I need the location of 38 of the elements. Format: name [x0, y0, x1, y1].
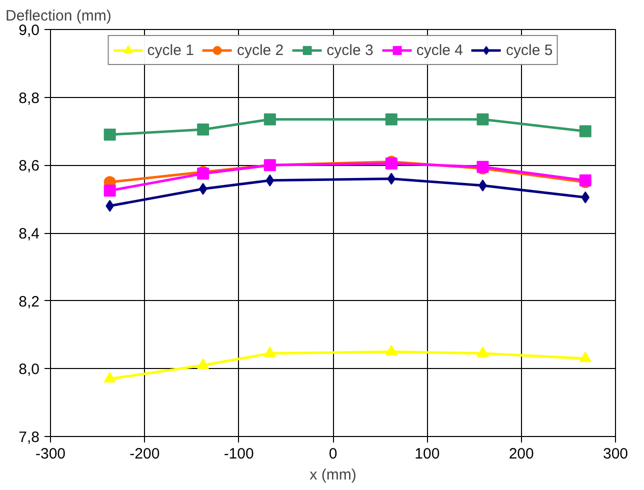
- point: [581, 191, 590, 204]
- point: [387, 172, 396, 185]
- point: [104, 128, 116, 141]
- x-tick-label: 0: [328, 446, 338, 462]
- point: [264, 113, 276, 126]
- point: [104, 372, 116, 383]
- legend-label: cycle 4: [416, 42, 464, 58]
- x-tick-label: -300: [35, 446, 66, 462]
- point: [476, 346, 489, 358]
- point: [385, 113, 398, 126]
- legend-label: cycle 3: [326, 42, 374, 58]
- legend-label: cycle 2: [236, 42, 284, 58]
- x-axis-title: x (mm): [310, 466, 356, 484]
- x-tick-label: -100: [224, 446, 254, 462]
- y-tick-label: 9,0: [18, 22, 40, 39]
- legend-label: cycle 1: [147, 42, 194, 58]
- y-tick-label: 8,8: [18, 90, 40, 107]
- point: [197, 124, 210, 136]
- y-tick-label: 8,2: [18, 293, 40, 310]
- x-tick-label: 300: [602, 446, 628, 462]
- legend-label: cycle 5: [506, 42, 553, 58]
- point: [197, 358, 210, 369]
- point: [579, 125, 592, 138]
- point: [264, 346, 276, 358]
- y-tick-label: 8,4: [18, 226, 40, 242]
- y-tick-label: 8,0: [18, 361, 40, 378]
- x-tick-label: 200: [508, 446, 534, 462]
- y-tick-label: 7,8: [18, 429, 40, 446]
- y-axis-title: Deflection (mm): [6, 8, 112, 24]
- y-tick-label: 8,6: [18, 158, 40, 175]
- point: [476, 113, 489, 126]
- point: [104, 184, 116, 197]
- x-tick-label: 100: [414, 446, 440, 462]
- point: [579, 352, 592, 362]
- x-tick-label: -200: [130, 446, 160, 462]
- point: [385, 344, 398, 356]
- point: [198, 182, 208, 195]
- point: [266, 174, 274, 186]
